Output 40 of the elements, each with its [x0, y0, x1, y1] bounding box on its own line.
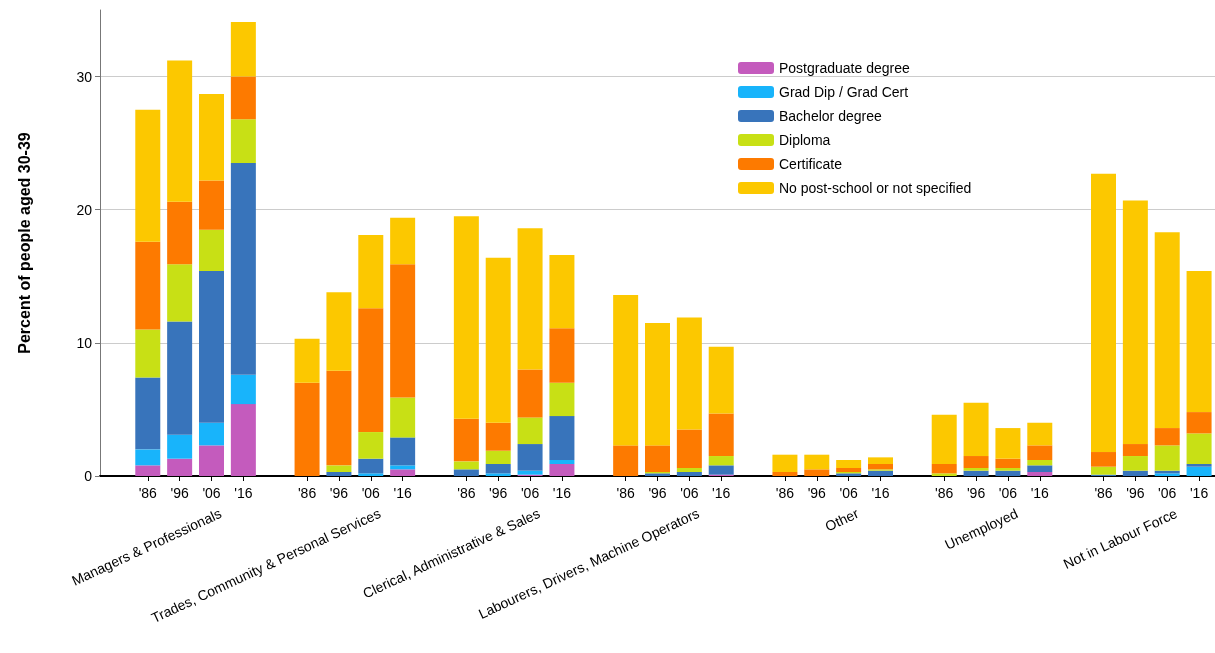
y-tick-label: 20	[76, 201, 93, 218]
legend-label: Grad Dip / Grad Cert	[779, 84, 909, 100]
x-tick-label: '96	[966, 485, 986, 501]
legend-label: Diploma	[779, 132, 831, 148]
x-tick-label: '06	[361, 485, 381, 501]
x-tick-label: '96	[648, 485, 667, 501]
x-tick-label: '16	[1189, 485, 1209, 501]
x-tick-label: '96	[807, 485, 827, 501]
x-tick-label: '16	[552, 485, 572, 501]
x-tick-label: '16	[712, 485, 731, 501]
x-tick-label: '06	[1158, 485, 1177, 501]
y-tick-label: 10	[76, 334, 93, 351]
x-tick-label: '86	[138, 485, 158, 501]
x-tick-label: '16	[1030, 485, 1050, 501]
x-tick-label: '06	[680, 485, 699, 501]
legend-label: Bachelor degree	[779, 108, 882, 124]
x-tick-label: '16	[234, 485, 253, 501]
text: Other	[822, 504, 862, 535]
y-tick-label: 0	[84, 468, 93, 484]
x-tick-label: '96	[329, 485, 349, 501]
x-tick-label: '06	[839, 485, 858, 501]
x-tick-label: '06	[520, 485, 540, 501]
legend-label: No post-school or not specified	[779, 180, 972, 196]
x-tick-label: '06	[202, 485, 221, 501]
x-tick-label: '96	[170, 485, 189, 501]
x-tick-label: '86	[616, 485, 635, 501]
x-tick-label: '86	[1094, 485, 1113, 501]
x-tick-label: '16	[871, 485, 890, 501]
legend-label: Postgraduate degree	[779, 60, 910, 76]
y-tick-label: 30	[76, 68, 93, 85]
x-tick-label: '96	[1126, 485, 1145, 501]
x-tick-label: '96	[489, 485, 508, 501]
x-tick-label: '16	[393, 485, 412, 501]
x-tick-label: '86	[935, 485, 954, 501]
x-tick-label: '06	[998, 485, 1018, 501]
x-tick-label: '86	[297, 485, 317, 501]
x-tick-label: '86	[457, 485, 476, 501]
x-tick-label: '86	[775, 485, 795, 501]
y-axis-title: Percent of people aged 30-39	[15, 132, 33, 354]
legend-label: Certificate	[779, 156, 843, 172]
